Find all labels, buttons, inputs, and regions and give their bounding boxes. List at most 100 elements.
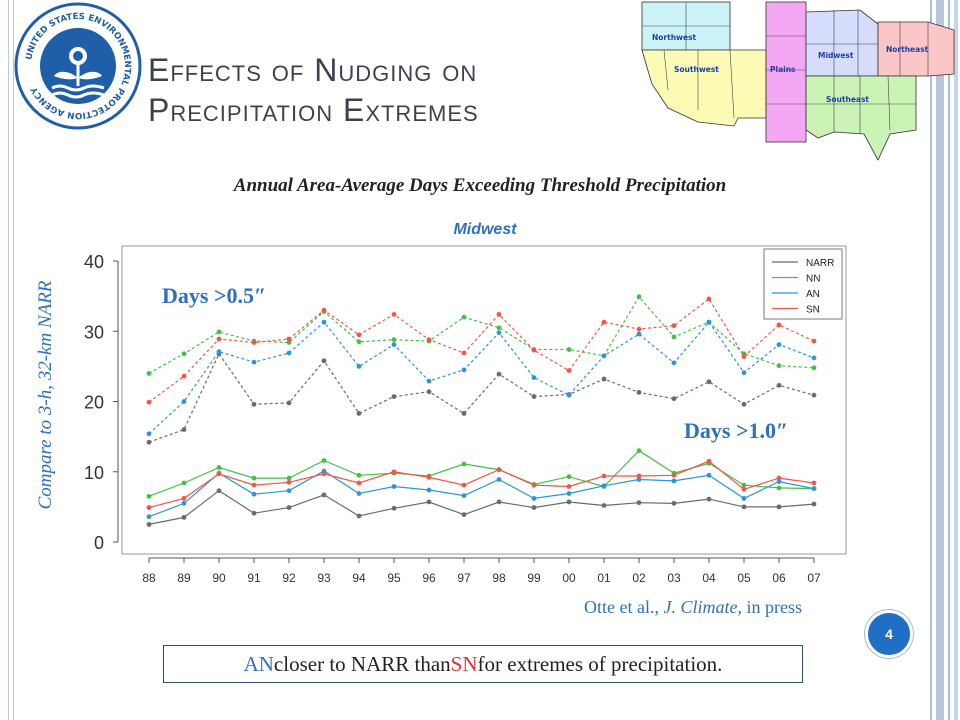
panel-title: Midwest (453, 221, 517, 238)
series-line-an-0-5 (148, 321, 815, 435)
data-point-narr-1-0 (216, 488, 222, 494)
data-point-sn-1-0 (216, 471, 222, 477)
data-point-nn-0-5 (286, 340, 292, 345)
data-point-an-1-0 (706, 472, 712, 478)
data-point-narr-0-5 (706, 379, 712, 385)
data-point-nn-0-5 (146, 371, 152, 376)
data-point-an-1-0 (496, 477, 502, 482)
data-point-an-0-5 (496, 330, 502, 336)
data-point-narr-1-0 (251, 510, 257, 516)
data-point-sn-0-5 (531, 347, 537, 353)
data-point-an-1-0 (461, 493, 467, 499)
data-point-narr-0-5 (321, 358, 327, 364)
data-point-nn-0-5 (356, 339, 362, 345)
legend-box (763, 248, 843, 320)
legend-label-narr: NARR (806, 258, 834, 269)
data-point-sn-0-5 (811, 338, 817, 344)
region-label-midwest: Midwest (818, 51, 854, 60)
series-line-nn-0-5 (148, 295, 815, 374)
data-point-narr-0-5 (601, 376, 607, 382)
data-point-sn-1-0 (391, 469, 397, 475)
data-point-narr-0-5 (356, 411, 362, 416)
data-point-an-0-5 (601, 353, 607, 359)
data-point-narr-1-0 (461, 512, 467, 518)
epa-seal-logo: UNITED STATES ENVIRONMENTAL PROTECTION A… (14, 2, 142, 130)
data-point-narr-1-0 (356, 513, 362, 519)
chart-subtitle: Annual Area-Average Days Exceeding Thres… (233, 175, 727, 196)
region-label-northwest: Northwest (652, 33, 697, 42)
citation-author: Otte et al., (584, 597, 659, 617)
x-tick-label: 92 (282, 571, 296, 585)
data-point-nn-1-0 (321, 458, 327, 463)
y-tick-label: 10 (84, 463, 104, 483)
region-label-plains: Plains (770, 65, 796, 74)
series-line-sn-0-5 (148, 298, 815, 403)
data-point-nn-1-0 (286, 475, 292, 481)
y-tick-label: 40 (84, 252, 104, 272)
x-tick-label: 07 (807, 571, 821, 585)
data-point-sn-0-5 (146, 399, 152, 405)
data-point-an-1-0 (741, 496, 747, 501)
data-point-nn-0-5 (181, 351, 187, 357)
data-point-sn-0-5 (776, 322, 782, 328)
data-point-nn-1-0 (216, 465, 222, 470)
data-point-an-1-0 (566, 491, 572, 496)
data-point-narr-1-0 (426, 499, 432, 505)
data-point-sn-1-0 (461, 482, 467, 488)
data-point-narr-0-5 (671, 396, 677, 402)
data-point-an-0-5 (321, 319, 327, 325)
legend-label-nn: NN (806, 274, 820, 285)
y-tick-label: 20 (84, 393, 104, 413)
data-point-an-0-5 (671, 360, 677, 366)
x-tick-label: 88 (142, 571, 156, 585)
data-point-nn-0-5 (636, 294, 642, 300)
data-point-sn-1-0 (181, 496, 187, 501)
chart-legend: NARR NN AN SN (763, 248, 843, 320)
data-point-sn-0-5 (286, 336, 292, 342)
y-tick-label: 0 (94, 533, 104, 553)
data-point-sn-0-5 (426, 337, 432, 343)
data-point-narr-0-5 (426, 389, 432, 395)
data-point-nn-0-5 (391, 337, 397, 343)
data-point-narr-0-5 (391, 394, 397, 399)
data-point-an-0-5 (391, 342, 397, 347)
data-point-nn-1-0 (566, 474, 572, 480)
data-point-narr-1-0 (776, 504, 782, 510)
data-point-sn-0-5 (356, 332, 362, 338)
left-border-decoration (8, 0, 14, 720)
note-an: AN (243, 651, 274, 676)
x-tick-label: 97 (457, 571, 471, 585)
data-point-narr-1-0 (391, 505, 397, 511)
x-tick-label: 00 (562, 571, 576, 585)
x-tick-label: 05 (737, 571, 751, 585)
data-point-sn-1-0 (531, 482, 537, 488)
note-mid: closer to NARR than (273, 651, 451, 676)
x-tick-label: 94 (352, 571, 366, 585)
data-point-an-1-0 (811, 486, 817, 492)
data-point-an-0-5 (461, 367, 467, 373)
data-point-an-1-0 (776, 479, 782, 484)
region-label-southeast: Southeast (826, 95, 869, 104)
data-point-narr-0-5 (286, 400, 292, 406)
data-point-an-0-5 (356, 363, 362, 369)
data-point-an-0-5 (251, 359, 257, 365)
data-point-sn-1-0 (356, 480, 362, 486)
x-tick-label: 06 (772, 571, 786, 585)
x-tick-label: 01 (597, 571, 611, 585)
data-point-sn-0-5 (251, 340, 257, 345)
data-point-an-1-0 (146, 514, 152, 520)
x-tick-label: 99 (527, 571, 541, 585)
series-line-sn-1-0 (148, 460, 815, 509)
data-point-narr-0-5 (741, 401, 747, 407)
data-point-narr-0-5 (531, 394, 537, 399)
page-number-badge: 4 (865, 610, 913, 658)
x-tick-label: 91 (247, 571, 261, 585)
data-point-an-1-0 (286, 488, 292, 494)
data-point-nn-1-0 (741, 482, 747, 488)
data-point-nn-1-0 (146, 493, 152, 499)
data-point-nn-0-5 (776, 363, 782, 369)
data-point-sn-0-5 (496, 311, 502, 317)
data-point-nn-1-0 (251, 475, 257, 481)
data-point-an-1-0 (251, 491, 257, 497)
x-tick-label: 89 (177, 571, 191, 585)
